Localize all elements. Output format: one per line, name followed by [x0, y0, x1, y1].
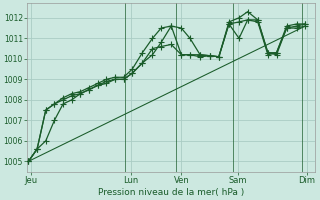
X-axis label: Pression niveau de la mer( hPa ): Pression niveau de la mer( hPa ) [98, 188, 244, 197]
